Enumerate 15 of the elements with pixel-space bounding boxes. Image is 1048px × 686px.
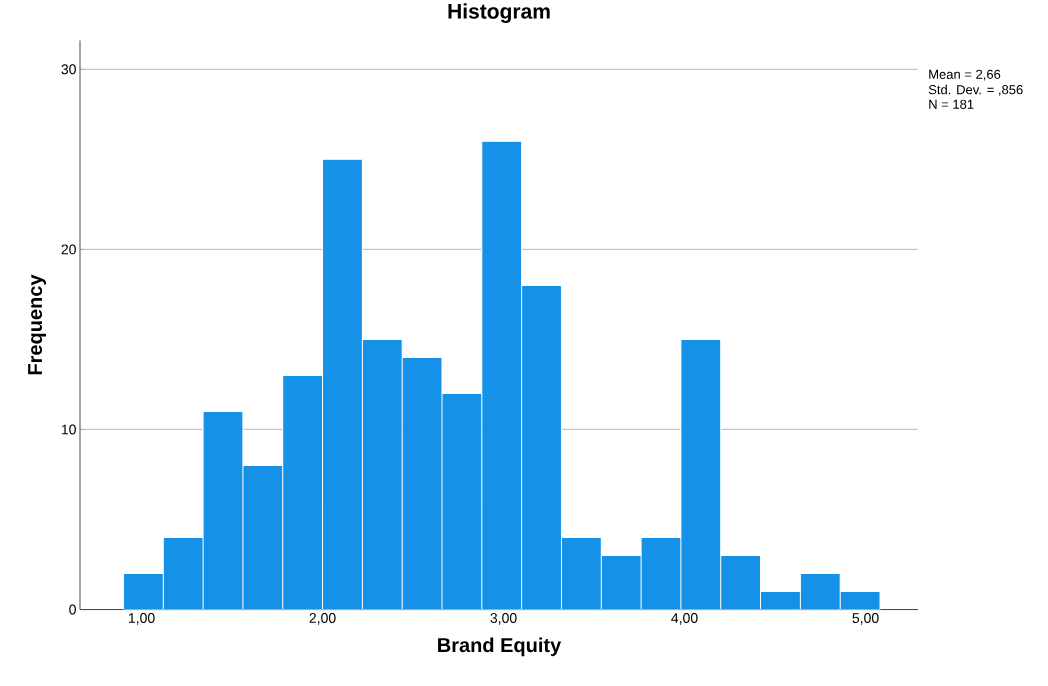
x-tick-label: 5,00 [852, 613, 879, 625]
x-tick-label: 1,00 [128, 613, 155, 625]
x-tick-label: 2,00 [309, 613, 336, 625]
x-axis-title: Brand Equity [438, 637, 562, 657]
x-tick-label: 3,00 [490, 613, 517, 625]
y-tick-label: 10 [61, 424, 76, 435]
text: N = 181 [929, 99, 974, 110]
text: Std. Dev. = ,856 [928, 84, 1023, 97]
text: Mean = 2,66 [929, 69, 1001, 81]
chart-title: Histogram [448, 3, 550, 24]
y-tick-label: 0 [69, 604, 76, 615]
x-tick-label: 4,00 [671, 613, 698, 625]
y-tick-label: 30 [61, 64, 76, 75]
y-tick-label: 20 [61, 244, 76, 255]
y-axis-title: Frequency [28, 274, 47, 375]
